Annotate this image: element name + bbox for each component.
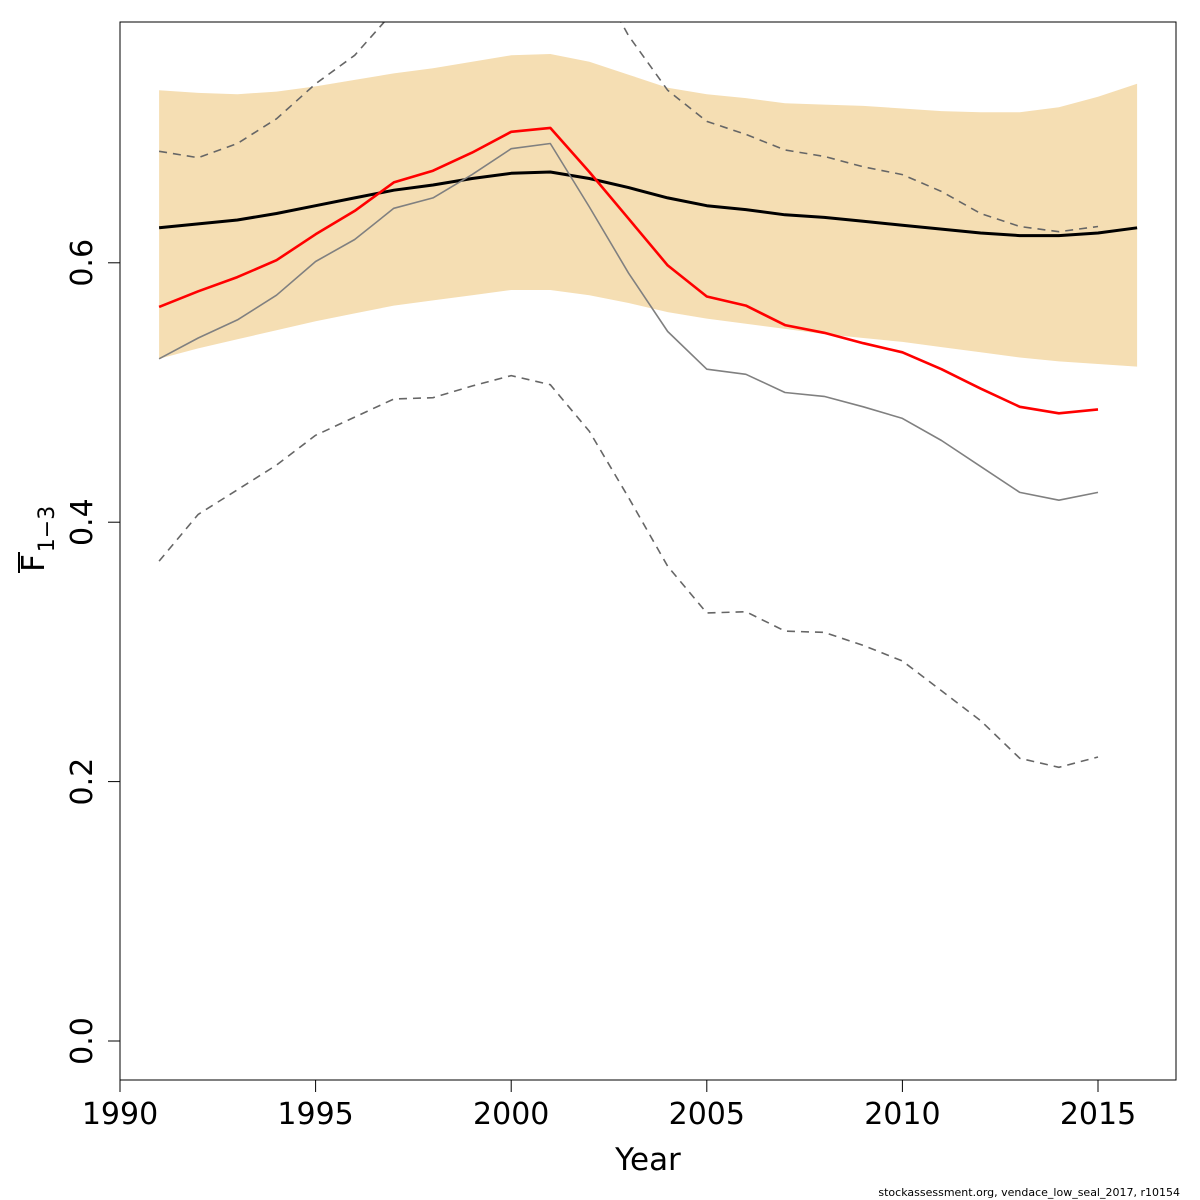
y-tick-label: 0.4 bbox=[65, 498, 100, 546]
y-axis-title-subscript: 1−3 bbox=[35, 506, 60, 552]
x-tick-label: 1995 bbox=[277, 1097, 353, 1132]
series-lines bbox=[158, 22, 1138, 769]
series-line-median bbox=[158, 170, 1138, 238]
series-line-gray-dashed-lower bbox=[158, 374, 1099, 769]
y-tick-label: 0.0 bbox=[65, 1017, 100, 1065]
x-tick-label: 2010 bbox=[864, 1097, 940, 1132]
y-axis-title: F 1−3 bbox=[16, 506, 60, 573]
footer-credit: stockassessment.org, vendace_low_seal_20… bbox=[878, 1186, 1180, 1199]
x-tick-label: 2000 bbox=[473, 1097, 549, 1132]
x-tick-label: 2005 bbox=[669, 1097, 745, 1132]
plot-area bbox=[158, 22, 1138, 769]
x-tick-label: 2015 bbox=[1060, 1097, 1136, 1132]
series-line-red bbox=[158, 126, 1099, 415]
series-line-gray bbox=[158, 142, 1099, 502]
confidence-band bbox=[159, 54, 1138, 367]
x-axis-title: Year bbox=[614, 1142, 681, 1178]
y-tick-label: 0.6 bbox=[65, 239, 100, 287]
x-axis: 1990 1995 2000 2005 2010 2015 bbox=[82, 1079, 1136, 1132]
y-axis-title-main: F bbox=[16, 554, 52, 572]
x-tick-label: 1990 bbox=[82, 1097, 158, 1132]
y-tick-label: 0.2 bbox=[65, 758, 100, 806]
y-axis: 0.0 0.2 0.4 0.6 bbox=[65, 239, 121, 1065]
